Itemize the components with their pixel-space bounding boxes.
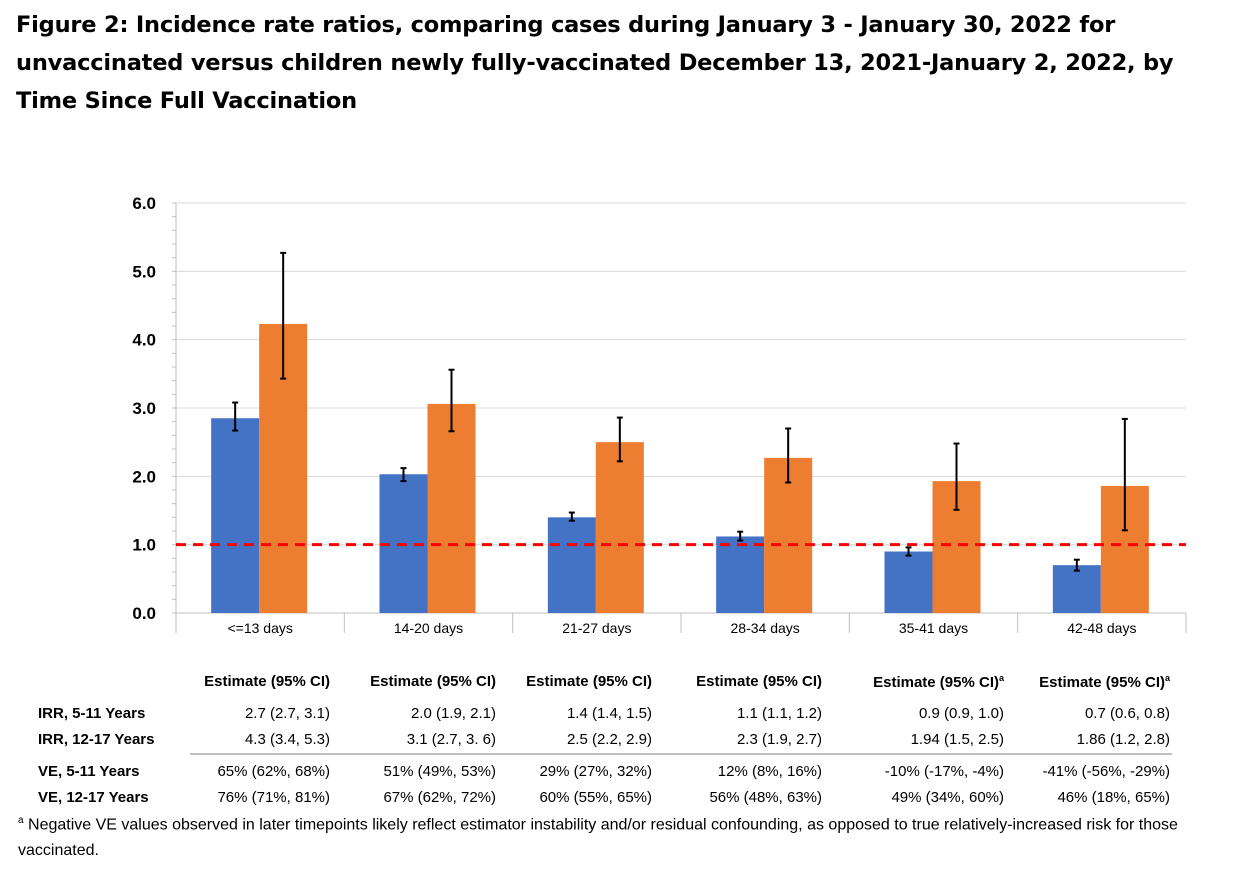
table-cell-text: 46% (18%, 65%) bbox=[1057, 789, 1170, 806]
table-row-label: IRR, 5-11 Years bbox=[38, 705, 145, 722]
table-cell-text: 2.7 (2.7, 3.1) bbox=[244, 705, 330, 722]
table-cell: 0.9 (0.9, 1.0) bbox=[834, 705, 1004, 722]
footnote: a Negative VE values observed in later t… bbox=[18, 808, 1214, 864]
y-tick-label: 4.0 bbox=[132, 331, 156, 350]
table-header: Estimate (95% CI)a bbox=[1000, 673, 1170, 691]
table-cell: 65% (62%, 68%) bbox=[160, 763, 330, 780]
table-cell-text: 76% (71%, 81%) bbox=[217, 789, 330, 806]
table-cell-text: 2.3 (1.9, 2.7) bbox=[736, 731, 822, 748]
table-cell-text: 4.3 (3.4, 5.3) bbox=[244, 731, 330, 748]
table-cell-text: 67% (62%, 72%) bbox=[383, 789, 496, 806]
table-cell-text: 29% (27%, 32%) bbox=[539, 763, 652, 780]
table-cell: -41% (-56%, -29%) bbox=[1000, 763, 1170, 780]
table-cell: 2.0 (1.9, 2.1) bbox=[326, 705, 496, 722]
table-cell: 49% (34%, 60%) bbox=[834, 789, 1004, 806]
x-tick-label: 42-48 days bbox=[1067, 620, 1136, 636]
table-cell-text: 51% (49%, 53%) bbox=[383, 763, 496, 780]
x-tick-label: 35-41 days bbox=[899, 620, 968, 636]
table-cell: 51% (49%, 53%) bbox=[326, 763, 496, 780]
footnote-marker: a bbox=[18, 815, 24, 826]
table-row-label: IRR, 12-17 Years bbox=[38, 731, 154, 748]
table-cell-text: 12% (8%, 16%) bbox=[717, 763, 822, 780]
y-tick-label: 2.0 bbox=[132, 467, 156, 486]
table-cell-text: 0.7 (0.6, 0.8) bbox=[1084, 705, 1170, 722]
table-header: Estimate (95% CI) bbox=[652, 673, 822, 690]
figure-title: Figure 2: Incidence rate ratios, compari… bbox=[16, 12, 1174, 114]
table-header-text: Estimate (95% CI) bbox=[873, 674, 999, 691]
table-row-label: VE, 5-11 Years bbox=[38, 763, 139, 780]
table-header-text: Estimate (95% CI) bbox=[696, 673, 822, 690]
table-cell-text: 1.1 (1.1, 1.2) bbox=[736, 705, 822, 722]
table-cell: 1.94 (1.5, 2.5) bbox=[834, 731, 1004, 748]
table-header-superscript: a bbox=[1164, 673, 1170, 683]
table-row-label-text: VE, 12-17 Years bbox=[38, 789, 149, 806]
bar bbox=[595, 442, 644, 613]
bar bbox=[764, 457, 813, 613]
table-header: Estimate (95% CI) bbox=[326, 673, 496, 690]
y-tick-label: 3.0 bbox=[132, 399, 156, 418]
table-header-text: Estimate (95% CI) bbox=[204, 673, 330, 690]
y-tick-label: 1.0 bbox=[132, 536, 156, 555]
table-cell: 2.7 (2.7, 3.1) bbox=[160, 705, 330, 722]
y-tick-label: 6.0 bbox=[132, 194, 156, 213]
table-cell-text: 3.1 (2.7, 3. 6) bbox=[406, 731, 496, 748]
table-cell: 1.1 (1.1, 1.2) bbox=[652, 705, 822, 722]
table-cell: 1.86 (1.2, 2.8) bbox=[1000, 731, 1170, 748]
table-cell-text: -10% (-17%, -4%) bbox=[884, 763, 1004, 780]
table-cell-text: 60% (55%, 65%) bbox=[539, 789, 652, 806]
table-cell: 76% (71%, 81%) bbox=[160, 789, 330, 806]
table-separator bbox=[190, 753, 1172, 755]
table-row-label: VE, 12-17 Years bbox=[38, 789, 149, 806]
bar bbox=[547, 517, 596, 613]
table-header: Estimate (95% CI) bbox=[482, 673, 652, 690]
footnote-text: Negative VE values observed in later tim… bbox=[18, 816, 1178, 860]
table-cell: 56% (48%, 63%) bbox=[652, 789, 822, 806]
table-row-label-text: VE, 5-11 Years bbox=[38, 763, 140, 780]
table-cell: 12% (8%, 16%) bbox=[652, 763, 822, 780]
x-tick-label: <=13 days bbox=[227, 620, 292, 636]
table-header: Estimate (95% CI) bbox=[160, 673, 330, 690]
bar bbox=[211, 418, 260, 613]
table-header: Estimate (95% CI)a bbox=[834, 673, 1004, 691]
bar bbox=[716, 536, 765, 613]
table-cell-text: -41% (-56%, -29%) bbox=[1042, 763, 1170, 780]
x-tick-label: 14-20 days bbox=[394, 620, 463, 636]
table-cell: 2.5 (2.2, 2.9) bbox=[482, 731, 652, 748]
table-cell: 1.4 (1.4, 1.5) bbox=[482, 705, 652, 722]
x-tick-label: 21-27 days bbox=[562, 620, 631, 636]
table-cell-text: 1.94 (1.5, 2.5) bbox=[910, 731, 1004, 748]
table-header-text: Estimate (95% CI) bbox=[1039, 674, 1165, 691]
table-cell: 29% (27%, 32%) bbox=[482, 763, 652, 780]
table-cell-text: 1.4 (1.4, 1.5) bbox=[566, 705, 652, 722]
table-cell-text: 1.86 (1.2, 2.8) bbox=[1076, 731, 1170, 748]
table-cell: 67% (62%, 72%) bbox=[326, 789, 496, 806]
table-cell-text: 2.5 (2.2, 2.9) bbox=[566, 731, 652, 748]
table-cell: 4.3 (3.4, 5.3) bbox=[160, 731, 330, 748]
y-tick-label: 5.0 bbox=[132, 262, 156, 281]
table-cell: -10% (-17%, -4%) bbox=[834, 763, 1004, 780]
table-cell: 46% (18%, 65%) bbox=[1000, 789, 1170, 806]
bar bbox=[427, 403, 476, 613]
table-cell-text: 65% (62%, 68%) bbox=[217, 763, 330, 780]
x-tick-label: 28-34 days bbox=[731, 620, 800, 636]
table-row-label-text: IRR, 5-11 Years bbox=[38, 705, 146, 722]
table-header-text: Estimate (95% CI) bbox=[370, 673, 496, 690]
bar bbox=[1052, 565, 1101, 613]
table-cell-text: 49% (34%, 60%) bbox=[891, 789, 1004, 806]
table-cell-text: 2.0 (1.9, 2.1) bbox=[410, 705, 496, 722]
table-cell: 60% (55%, 65%) bbox=[482, 789, 652, 806]
table-cell: 3.1 (2.7, 3. 6) bbox=[326, 731, 496, 748]
table-cell-text: 0.9 (0.9, 1.0) bbox=[918, 705, 1004, 722]
table-row-label-text: IRR, 12-17 Years bbox=[38, 731, 155, 748]
y-tick-label: 0.0 bbox=[132, 604, 156, 623]
incidence-rate-ratio-chart: 0.0 1.0 2.0 3.0 4.0 5.0 6.0 <=13 days 14-20 days… bbox=[132, 194, 1187, 636]
table-header-superscript: a bbox=[998, 673, 1004, 683]
table-header-text: Estimate (95% CI) bbox=[526, 673, 652, 690]
bar bbox=[884, 551, 933, 613]
table-cell: 2.3 (1.9, 2.7) bbox=[652, 731, 822, 748]
table-cell-text: 56% (48%, 63%) bbox=[709, 789, 822, 806]
table-cell: 0.7 (0.6, 0.8) bbox=[1000, 705, 1170, 722]
